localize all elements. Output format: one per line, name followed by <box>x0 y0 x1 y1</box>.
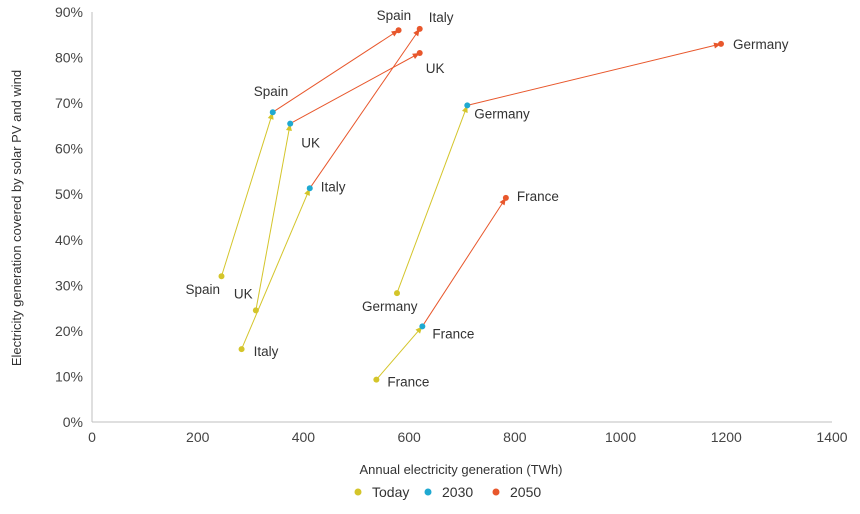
y-tick-label: 10% <box>55 368 83 384</box>
y-tick-label: 40% <box>55 232 83 248</box>
point-italy-today <box>238 346 245 353</box>
arrow-uk-today-to-2030 <box>255 123 292 311</box>
point-uk-today <box>252 307 259 314</box>
x-tick-label: 600 <box>397 429 421 445</box>
y-axis-title: Electricity generation covered by solar … <box>9 70 24 366</box>
point-france-today <box>373 376 380 383</box>
arrow-france-2030-to-2050 <box>421 197 507 327</box>
x-tick-label: 1000 <box>605 429 636 445</box>
y-tick-label: 80% <box>55 50 83 66</box>
legend: Today 2030 2050 <box>354 484 541 500</box>
label-italy-today: Italy <box>254 344 279 359</box>
arrow-italy-today-to-2030 <box>241 188 311 350</box>
point-france-2050 <box>502 194 509 201</box>
y-tick-labels: 0% 10% 20% 30% 40% 50% 60% 70% 80% 90% <box>55 4 83 430</box>
y-tick-label: 30% <box>55 277 83 293</box>
point-uk-2050 <box>416 50 423 56</box>
axes <box>91 12 832 423</box>
label-italy-2050: Italy <box>429 10 454 25</box>
label-spain-2050: Spain <box>377 8 412 23</box>
x-tick-label: 1200 <box>711 429 742 445</box>
label-france-today: France <box>387 375 429 390</box>
y-tick-label: 0% <box>63 414 83 430</box>
arrow-france-today-to-2030 <box>375 326 423 380</box>
data-points <box>218 25 724 383</box>
x-tick-label: 400 <box>292 429 316 445</box>
x-tick-label: 0 <box>88 429 96 445</box>
legend-label-today: Today <box>372 484 409 500</box>
y-tick-label: 90% <box>55 4 83 20</box>
arrow-germany-2030-to-2050 <box>467 42 722 106</box>
label-uk-2030: UK <box>301 136 320 151</box>
label-spain-2030: Spain <box>254 84 289 99</box>
label-uk-2050: UK <box>426 61 445 76</box>
x-tick-label: 200 <box>186 429 210 445</box>
point-uk-2030 <box>287 120 294 127</box>
x-tick-label: 800 <box>503 429 527 445</box>
label-spain-today: Spain <box>186 282 221 297</box>
y-tick-label: 20% <box>55 323 83 339</box>
y-tick-label: 60% <box>55 141 83 157</box>
point-italy-2050 <box>416 25 423 32</box>
point-germany-today <box>393 290 400 297</box>
legend-label-2050: 2050 <box>510 484 541 500</box>
legend-marker-2030 <box>424 488 432 496</box>
legend-label-2030: 2030 <box>442 484 473 500</box>
arrow-germany-today-to-2030 <box>396 105 468 294</box>
label-france-2050: France <box>517 189 559 204</box>
x-axis-title: Annual electricity generation (TWh) <box>359 462 562 477</box>
label-germany-2030: Germany <box>474 106 530 121</box>
point-labels: Spain UK Italy Germany France Spain UK Italy Ger… <box>186 8 789 389</box>
arrow-spain-today-to-2030 <box>221 112 274 277</box>
point-spain-today <box>218 273 225 280</box>
point-spain-2050 <box>395 27 402 34</box>
point-italy-2030 <box>306 185 313 192</box>
label-germany-today: Germany <box>362 299 418 314</box>
label-france-2030: France <box>432 326 474 341</box>
legend-marker-2050 <box>492 488 500 496</box>
point-spain-2030 <box>269 109 276 116</box>
point-germany-2050 <box>718 40 724 47</box>
legend-marker-today <box>354 488 362 496</box>
point-france-2030 <box>419 323 426 330</box>
label-italy-2030: Italy <box>321 179 346 194</box>
y-tick-label: 70% <box>55 95 83 111</box>
arrow-spain-2030-to-2050 <box>272 29 399 113</box>
point-germany-2030 <box>464 102 471 109</box>
label-uk-today: UK <box>234 286 253 301</box>
y-tick-label: 50% <box>55 186 83 202</box>
x-tick-label: 1400 <box>816 429 847 445</box>
label-germany-2050: Germany <box>733 37 789 52</box>
x-tick-labels: 0 200 400 600 800 1000 1200 1400 <box>88 429 848 445</box>
